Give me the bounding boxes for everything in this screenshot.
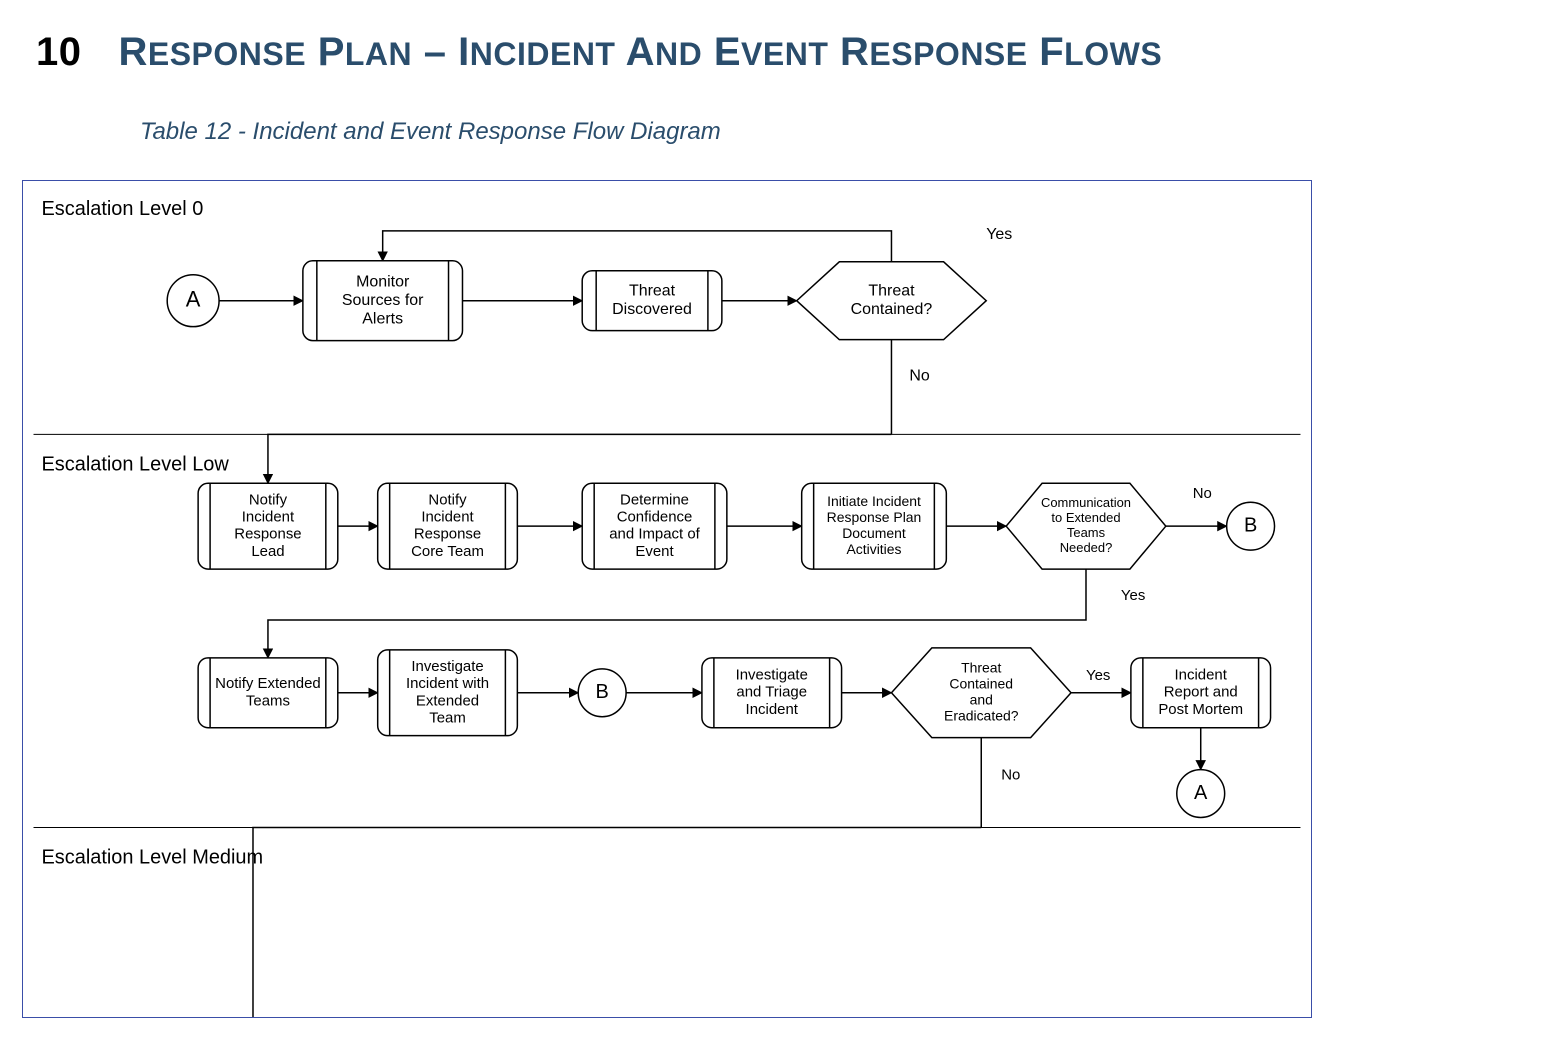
process-node: Initiate IncidentResponse PlanDocumentAc… xyxy=(802,483,947,569)
svg-text:Threat: Threat xyxy=(868,283,915,300)
svg-text:Discovered: Discovered xyxy=(612,301,692,318)
process-node: InvestigateIncident withExtendedTeam xyxy=(378,650,518,736)
svg-text:to Extended: to Extended xyxy=(1051,510,1120,525)
process-node: MonitorSources forAlerts xyxy=(303,261,463,341)
svg-text:Incident: Incident xyxy=(421,509,474,526)
section-title: RESPONSE PLAN – INCIDENT AND EVENT RESPO… xyxy=(118,30,1162,74)
nodes-layer: AMonitorSources forAlertsThreatDiscovere… xyxy=(167,261,1274,818)
edge-label: No xyxy=(909,368,930,385)
svg-text:Sources for: Sources for xyxy=(342,292,424,309)
svg-text:Contained: Contained xyxy=(949,675,1013,691)
svg-text:Incident with: Incident with xyxy=(406,675,489,692)
edges-layer xyxy=(219,231,1227,1017)
svg-text:Post Mortem: Post Mortem xyxy=(1158,701,1243,718)
edge-label: Yes xyxy=(986,226,1012,243)
svg-text:Notify: Notify xyxy=(428,491,467,508)
connector-node: A xyxy=(167,275,219,327)
process-node: DetermineConfidenceand Impact ofEvent xyxy=(582,483,727,569)
svg-text:Notify: Notify xyxy=(249,491,288,508)
svg-text:Response: Response xyxy=(414,526,481,543)
svg-text:Event: Event xyxy=(635,543,674,560)
page: 10 RESPONSE PLAN – INCIDENT AND EVENT RE… xyxy=(0,0,1560,1046)
edge xyxy=(268,434,892,483)
table-caption: Table 12 - Incident and Event Response F… xyxy=(140,118,721,146)
svg-text:Initiate Incident: Initiate Incident xyxy=(827,493,921,509)
swimlane-label: Escalation Level Low xyxy=(41,453,229,475)
svg-text:Determine: Determine xyxy=(620,491,689,508)
section-heading: 10 RESPONSE PLAN – INCIDENT AND EVENT RE… xyxy=(36,30,1162,75)
svg-text:Response: Response xyxy=(234,526,301,543)
svg-text:Alerts: Alerts xyxy=(362,310,403,327)
svg-text:Eradicated?: Eradicated? xyxy=(944,708,1019,724)
svg-text:Threat: Threat xyxy=(629,283,676,300)
connector-node: B xyxy=(1227,502,1275,550)
decision-node: ThreatContainedandEradicated? xyxy=(891,648,1071,738)
edge-label: No xyxy=(1193,485,1212,502)
process-node: ThreatDiscovered xyxy=(582,271,722,331)
svg-text:Team: Team xyxy=(429,710,466,727)
svg-text:Confidence: Confidence xyxy=(617,509,693,526)
svg-text:and Triage: and Triage xyxy=(736,684,807,701)
decision-node: ThreatContained? xyxy=(797,262,987,340)
process-node: Investigateand TriageIncident xyxy=(702,658,842,728)
flow-diagram-svg: Escalation Level 0 Escalation Level Low Es… xyxy=(23,181,1311,1017)
svg-text:Investigate: Investigate xyxy=(736,667,808,684)
svg-text:Monitor: Monitor xyxy=(356,274,410,291)
section-number: 10 xyxy=(36,30,82,74)
process-node: NotifyIncidentResponseCore Team xyxy=(378,483,518,569)
edge xyxy=(383,231,892,262)
connector-node: B xyxy=(578,669,626,717)
svg-text:Teams: Teams xyxy=(1067,525,1106,540)
svg-text:Communication: Communication xyxy=(1041,495,1131,510)
svg-text:A: A xyxy=(1194,782,1208,804)
process-node: Notify ExtendedTeams xyxy=(198,658,338,728)
decision-node: Communicationto ExtendedTeamsNeeded? xyxy=(1006,483,1166,569)
flow-diagram-container: Escalation Level 0 Escalation Level Low Es… xyxy=(22,180,1312,1018)
svg-text:Notify Extended: Notify Extended xyxy=(215,675,321,692)
edge-label: No xyxy=(1001,767,1020,784)
svg-text:Activities: Activities xyxy=(846,541,901,557)
svg-text:Core Team: Core Team xyxy=(411,543,484,560)
svg-text:Incident: Incident xyxy=(242,509,295,526)
edge xyxy=(253,827,981,1017)
svg-text:Incident: Incident xyxy=(746,701,799,718)
svg-text:Report and: Report and xyxy=(1164,684,1238,701)
svg-text:Response Plan: Response Plan xyxy=(827,509,922,525)
svg-text:B: B xyxy=(595,681,608,703)
swimlane-label: Escalation Level Medium xyxy=(41,846,263,868)
edge-label: Yes xyxy=(1121,587,1145,604)
svg-text:B: B xyxy=(1244,514,1257,536)
svg-text:Lead: Lead xyxy=(251,543,284,560)
svg-text:Teams: Teams xyxy=(246,692,290,709)
swimlane-label: Escalation Level 0 xyxy=(41,198,203,220)
svg-text:and: and xyxy=(970,691,993,707)
svg-text:A: A xyxy=(186,287,201,312)
edge xyxy=(268,569,1086,658)
svg-text:Extended: Extended xyxy=(416,692,479,709)
process-node: IncidentReport andPost Mortem xyxy=(1131,658,1271,728)
svg-text:Needed?: Needed? xyxy=(1060,540,1113,555)
svg-text:Threat: Threat xyxy=(961,659,1001,675)
process-node: NotifyIncidentResponseLead xyxy=(198,483,338,569)
svg-text:Contained?: Contained? xyxy=(851,301,933,318)
svg-text:Document: Document xyxy=(842,525,906,541)
svg-text:Investigate: Investigate xyxy=(411,658,483,675)
svg-text:Incident: Incident xyxy=(1175,667,1228,684)
svg-text:and Impact of: and Impact of xyxy=(609,526,700,543)
edge-label: Yes xyxy=(1086,667,1110,684)
connector-node: A xyxy=(1177,770,1225,818)
